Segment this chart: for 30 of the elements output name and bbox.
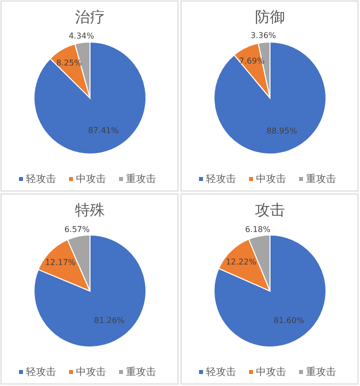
legend-label: 中攻击 <box>76 173 106 185</box>
data-label: 87.41% <box>88 126 120 136</box>
legend-label: 轻攻击 <box>26 366 56 378</box>
legend-label: 轻攻击 <box>26 173 56 185</box>
pie-slice <box>34 42 146 154</box>
legend-label: 中攻击 <box>256 366 286 378</box>
data-label: 81.26% <box>94 316 125 325</box>
legend-label: 重攻击 <box>126 173 156 185</box>
pie-slice <box>214 42 326 154</box>
data-label: 81.60% <box>274 316 305 326</box>
legend-label: 重攻击 <box>306 366 336 378</box>
data-label: 6.18% <box>245 224 271 234</box>
chart-title: 防御 <box>255 8 285 26</box>
legend-label: 轻攻击 <box>206 366 236 378</box>
pie-slice <box>214 234 326 348</box>
data-label: 12.17% <box>45 258 76 267</box>
data-label: 12.22% <box>226 257 257 266</box>
data-label: 88.95% <box>266 126 298 136</box>
data-label: 4.34% <box>68 31 94 40</box>
legend-label: 轻攻击 <box>206 173 236 185</box>
data-label: 3.36% <box>250 31 276 40</box>
pie-slice <box>34 234 146 348</box>
legend-label: 重攻击 <box>126 366 156 378</box>
chart-title: 特殊 <box>75 201 105 219</box>
legend-label: 中攻击 <box>76 366 106 378</box>
data-label: 6.57% <box>64 225 90 234</box>
chart-title: 治疗 <box>75 8 105 26</box>
legend-label: 中攻击 <box>256 173 286 185</box>
legend-label: 重攻击 <box>306 173 336 185</box>
chart-title: 攻击 <box>255 201 285 219</box>
